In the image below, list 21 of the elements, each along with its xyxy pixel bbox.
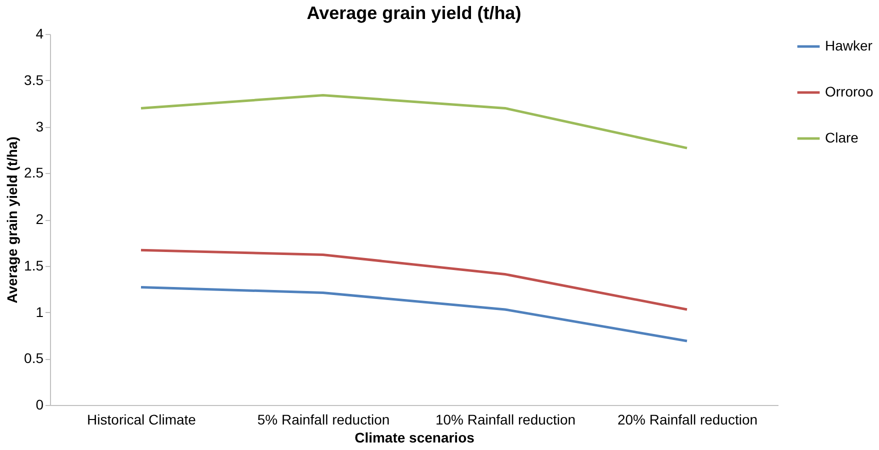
- x-tick-label: 10% Rainfall reduction: [435, 412, 576, 428]
- legend-label: Orroroo: [825, 84, 874, 100]
- x-tick-label: 20% Rainfall reduction: [617, 412, 758, 428]
- y-tick-label: 3: [36, 118, 44, 134]
- chart-title: Average grain yield (t/ha): [306, 3, 522, 23]
- y-tick-label: 4: [36, 26, 44, 42]
- x-axis-title: Climate scenarios: [354, 430, 475, 446]
- y-tick-label: 2: [36, 211, 44, 227]
- line-series: [140, 248, 688, 311]
- legend-label: Hawker: [825, 38, 873, 54]
- y-axis-title: Average grain yield (t/ha): [4, 136, 20, 304]
- y-tick-label: 0.5: [24, 350, 44, 366]
- y-tick-label: 1.5: [24, 257, 44, 274]
- x-tick-label: 5% Rainfall reduction: [257, 412, 390, 428]
- x-tick-label: Historical Climate: [87, 412, 196, 428]
- y-tick-label: 2.5: [24, 164, 44, 181]
- y-tick-label: 3.5: [24, 72, 44, 88]
- y-tick-label: 1: [36, 304, 44, 320]
- line-series: [140, 286, 688, 342]
- y-tick-label: 0: [36, 396, 44, 412]
- legend-label: Clare: [825, 130, 859, 146]
